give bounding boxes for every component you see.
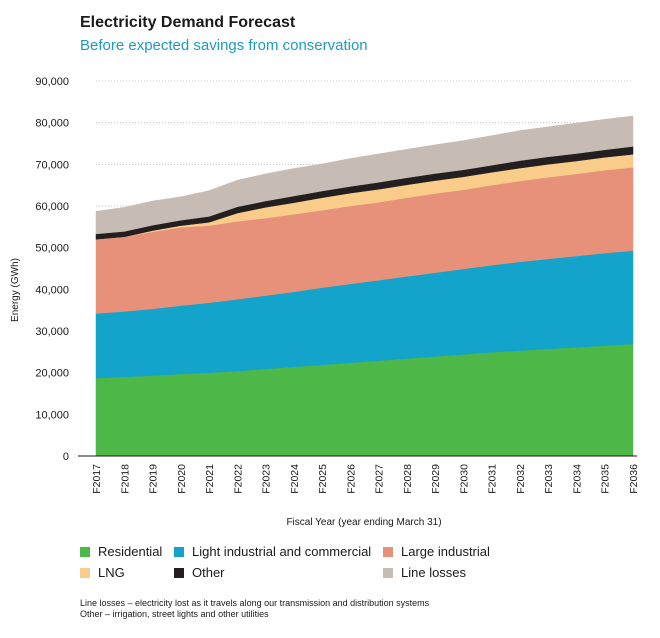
legend: Residential Light industrial and commerc… bbox=[80, 541, 640, 583]
chart-title: Electricity Demand Forecast bbox=[80, 14, 296, 31]
x-tick-label: F2031 bbox=[487, 464, 499, 494]
x-tick-label: F2021 bbox=[204, 464, 216, 494]
legend-item-lng: LNG bbox=[80, 565, 174, 580]
x-tick-label: F2019 bbox=[148, 464, 160, 494]
legend-swatch-residential bbox=[80, 546, 90, 557]
x-tick-label: F2030 bbox=[458, 464, 470, 494]
x-tick-label: F2017 bbox=[91, 464, 103, 494]
legend-item-residential: Residential bbox=[80, 544, 174, 559]
x-tick-label: F2036 bbox=[628, 464, 640, 494]
y-tick-label: 90,000 bbox=[35, 76, 69, 88]
legend-swatch-large-industrial bbox=[383, 546, 393, 557]
legend-label-large-industrial: Large industrial bbox=[401, 544, 490, 559]
x-tick-label: F2018 bbox=[119, 464, 131, 494]
legend-item-other: Other bbox=[174, 565, 383, 580]
x-tick-label: F2023 bbox=[261, 464, 273, 494]
legend-label-line-losses: Line losses bbox=[401, 565, 467, 580]
x-tick-label: F2033 bbox=[543, 464, 555, 494]
chart-canvas: 0 10,000 20,000 30,000 40,000 50,000 60,000 70,… bbox=[10, 76, 640, 528]
x-tick-label: F2028 bbox=[402, 464, 414, 494]
x-tick-label: F2024 bbox=[289, 464, 301, 494]
x-tick-label: F2026 bbox=[345, 464, 357, 494]
legend-swatch-lng bbox=[80, 567, 90, 578]
y-tick-label: 30,000 bbox=[35, 326, 69, 338]
x-axis-title: Fiscal Year (year ending March 31) bbox=[286, 517, 441, 528]
x-tick-label: F2027 bbox=[374, 464, 386, 494]
y-tick-label: 40,000 bbox=[35, 284, 69, 296]
x-tick-label: F2022 bbox=[232, 464, 244, 494]
y-tick-label: 20,000 bbox=[35, 368, 69, 380]
y-tick-label: 70,000 bbox=[35, 159, 69, 171]
footnotes: Line losses – electricity lost as it tra… bbox=[80, 598, 429, 620]
x-tick-label: F2020 bbox=[176, 464, 188, 494]
y-tick-label: 60,000 bbox=[35, 201, 69, 213]
legend-swatch-other bbox=[174, 567, 184, 578]
y-tick-label: 80,000 bbox=[35, 118, 69, 130]
legend-item-line-losses: Line losses bbox=[383, 565, 583, 580]
legend-label-lng: LNG bbox=[98, 565, 125, 580]
legend-item-large-industrial: Large industrial bbox=[383, 544, 583, 559]
area-line-losses bbox=[95, 115, 634, 235]
y-tick-label: 10,000 bbox=[35, 409, 69, 421]
x-tick-label: F2035 bbox=[600, 464, 612, 494]
legend-label-residential: Residential bbox=[98, 544, 163, 559]
x-tick-label: F2025 bbox=[317, 464, 329, 494]
footnote-line-losses: Line losses – electricity lost as it tra… bbox=[80, 598, 430, 608]
footnote-other: Other – irrigation, street lights and ot… bbox=[80, 609, 269, 619]
x-tick-label: F2029 bbox=[430, 464, 442, 494]
legend-item-light-industrial: Light industrial and commercial bbox=[174, 544, 383, 559]
legend-swatch-light-industrial bbox=[174, 546, 184, 557]
legend-label-light-industrial: Light industrial and commercial bbox=[192, 544, 372, 559]
x-tick-label: F2032 bbox=[515, 464, 527, 494]
chart-subtitle: Before expected savings from conservatio… bbox=[80, 37, 368, 54]
y-tick-label: 0 bbox=[63, 451, 69, 463]
legend-label-other: Other bbox=[192, 565, 225, 580]
y-tick-label: 50,000 bbox=[35, 243, 69, 255]
x-tick-label: F2034 bbox=[571, 464, 583, 494]
y-axis-title: Energy (GWh) bbox=[10, 258, 21, 322]
legend-swatch-line-losses bbox=[383, 567, 393, 578]
